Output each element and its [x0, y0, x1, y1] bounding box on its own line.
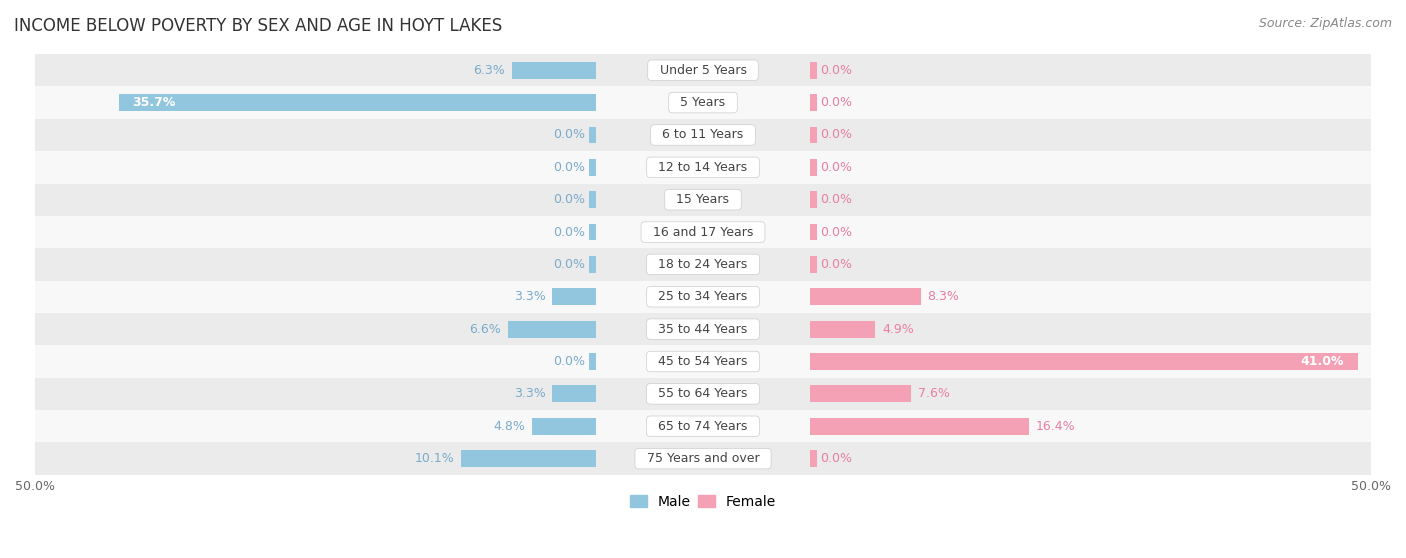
Text: 0.0%: 0.0% [821, 225, 852, 239]
Bar [810, 62, 817, 79]
Text: Under 5 Years: Under 5 Years [651, 64, 755, 77]
Bar [810, 94, 817, 111]
Text: 65 to 74 Years: 65 to 74 Years [651, 420, 755, 433]
Text: 0.0%: 0.0% [821, 452, 852, 465]
Bar [35, 410, 1371, 442]
Bar [35, 248, 1371, 281]
Bar [810, 288, 921, 305]
Bar [810, 450, 817, 467]
Text: 0.0%: 0.0% [821, 258, 852, 271]
Text: INCOME BELOW POVERTY BY SEX AND AGE IN HOYT LAKES: INCOME BELOW POVERTY BY SEX AND AGE IN H… [14, 17, 502, 35]
Text: 0.0%: 0.0% [554, 225, 585, 239]
Text: 3.3%: 3.3% [513, 387, 546, 401]
Text: 0.0%: 0.0% [554, 193, 585, 206]
Bar [553, 386, 596, 402]
Bar [589, 256, 596, 273]
Bar [810, 127, 817, 143]
Bar [589, 353, 596, 370]
Text: 5 Years: 5 Years [672, 96, 734, 109]
Text: 6.6%: 6.6% [470, 323, 502, 336]
Bar [512, 62, 596, 79]
Bar [810, 159, 817, 176]
Text: 7.6%: 7.6% [918, 387, 950, 401]
Text: 45 to 54 Years: 45 to 54 Years [651, 355, 755, 368]
Text: 41.0%: 41.0% [1301, 355, 1344, 368]
Text: 6 to 11 Years: 6 to 11 Years [654, 128, 752, 142]
Text: 4.9%: 4.9% [882, 323, 914, 336]
Legend: Male, Female: Male, Female [624, 489, 782, 514]
Bar [810, 256, 817, 273]
Bar [810, 191, 817, 208]
Bar [810, 321, 876, 338]
Text: 18 to 24 Years: 18 to 24 Years [651, 258, 755, 271]
Bar [35, 313, 1371, 345]
Text: 75 Years and over: 75 Years and over [638, 452, 768, 465]
Text: 0.0%: 0.0% [554, 128, 585, 142]
Bar [589, 127, 596, 143]
Text: 12 to 14 Years: 12 to 14 Years [651, 161, 755, 174]
Text: 0.0%: 0.0% [821, 128, 852, 142]
Text: 35 to 44 Years: 35 to 44 Years [651, 323, 755, 336]
Text: 0.0%: 0.0% [821, 64, 852, 77]
Text: 4.8%: 4.8% [494, 420, 526, 433]
Text: 10.1%: 10.1% [415, 452, 454, 465]
Bar [553, 288, 596, 305]
Bar [35, 119, 1371, 151]
Bar [589, 224, 596, 240]
Bar [35, 442, 1371, 475]
Text: Source: ZipAtlas.com: Source: ZipAtlas.com [1258, 17, 1392, 30]
Bar [810, 224, 817, 240]
Text: 0.0%: 0.0% [821, 96, 852, 109]
Bar [35, 345, 1371, 378]
Bar [531, 418, 596, 435]
Bar [810, 353, 1358, 370]
Text: 16.4%: 16.4% [1036, 420, 1076, 433]
Bar [508, 321, 596, 338]
Text: 35.7%: 35.7% [132, 96, 176, 109]
Text: 3.3%: 3.3% [513, 290, 546, 304]
Bar [35, 151, 1371, 184]
Text: 0.0%: 0.0% [554, 161, 585, 174]
Text: 0.0%: 0.0% [554, 355, 585, 368]
Text: 8.3%: 8.3% [928, 290, 959, 304]
Bar [810, 386, 911, 402]
Text: 55 to 64 Years: 55 to 64 Years [651, 387, 755, 401]
Bar [120, 94, 596, 111]
Bar [589, 159, 596, 176]
Bar [35, 281, 1371, 313]
Text: 16 and 17 Years: 16 and 17 Years [645, 225, 761, 239]
Bar [35, 54, 1371, 86]
Text: 0.0%: 0.0% [821, 161, 852, 174]
Bar [589, 191, 596, 208]
Text: 0.0%: 0.0% [821, 193, 852, 206]
Text: 6.3%: 6.3% [474, 64, 505, 77]
Text: 0.0%: 0.0% [554, 258, 585, 271]
Text: 15 Years: 15 Years [668, 193, 738, 206]
Bar [35, 184, 1371, 216]
Bar [35, 378, 1371, 410]
Bar [461, 450, 596, 467]
Bar [35, 86, 1371, 119]
Bar [35, 216, 1371, 248]
Text: 25 to 34 Years: 25 to 34 Years [651, 290, 755, 304]
Bar [810, 418, 1029, 435]
